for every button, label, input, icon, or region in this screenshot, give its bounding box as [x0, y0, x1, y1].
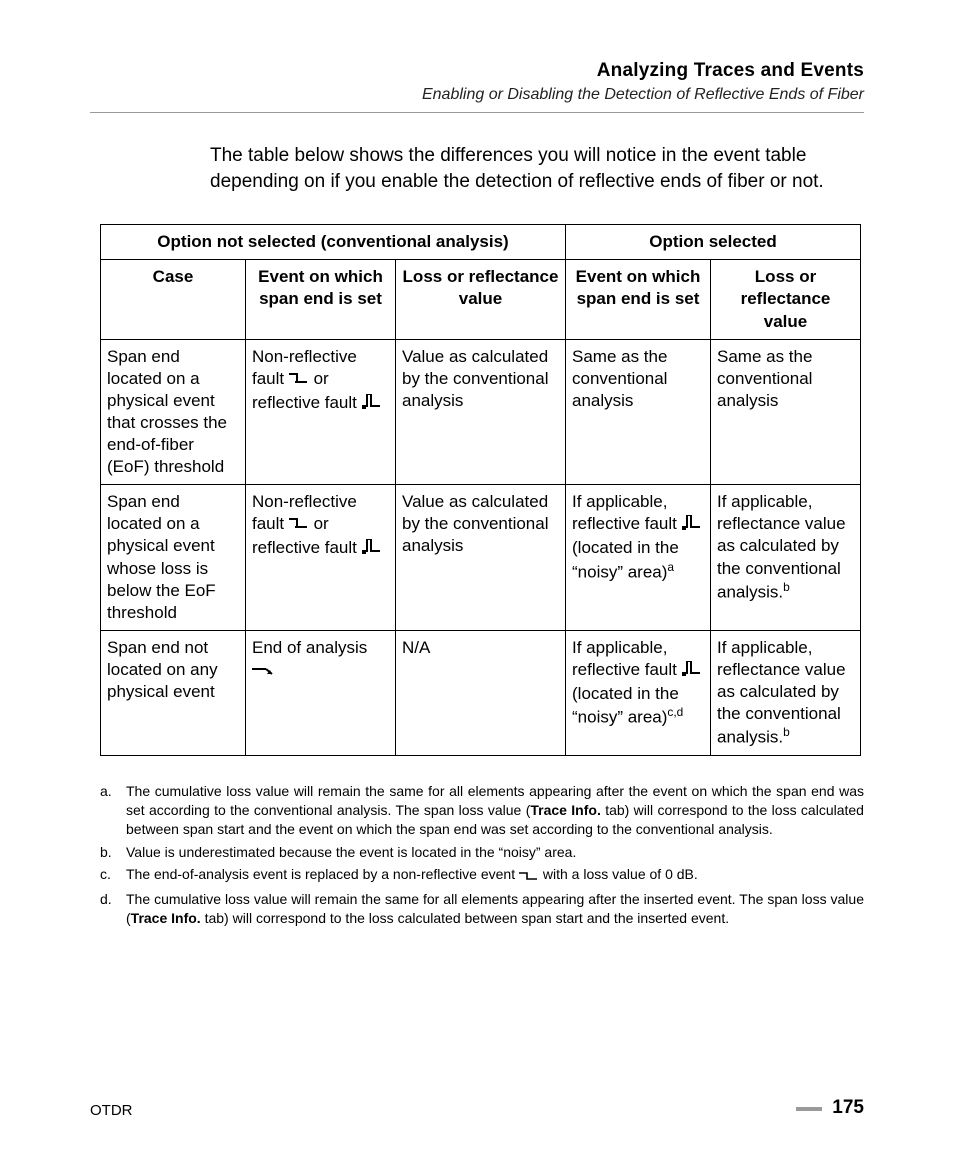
comparison-table: Option not selected (conventional analys…	[100, 224, 861, 756]
footer-bar-icon	[796, 1107, 822, 1111]
cell-case: Span end located on a physical event tha…	[101, 339, 246, 485]
footnote-a: a. The cumulative loss value will remain…	[100, 782, 864, 839]
col-header-event-right: Event on which span end is set	[566, 260, 711, 339]
cell-loss-left: Value as calculated by the conventional …	[396, 485, 566, 631]
reflective-fault-icon	[682, 661, 702, 683]
cell-event-right: If applicable, reflective fault (located…	[566, 485, 711, 631]
group-header-left: Option not selected (conventional analys…	[101, 225, 566, 260]
footnote-ref: a	[667, 560, 674, 574]
group-header-right: Option selected	[566, 225, 861, 260]
reflective-fault-icon	[682, 515, 702, 537]
footnote-b: b. Value is underestimated because the e…	[100, 843, 864, 862]
section-subtitle: Enabling or Disabling the Detection of R…	[90, 86, 864, 104]
end-of-analysis-icon	[252, 661, 274, 683]
footnotes: a. The cumulative loss value will remain…	[100, 782, 864, 928]
col-header-case: Case	[101, 260, 246, 339]
footnote-ref: b	[783, 580, 790, 594]
intro-paragraph: The table below shows the differences yo…	[210, 143, 864, 194]
footnote-d: d. The cumulative loss value will remain…	[100, 890, 864, 928]
footnote-c: c. The end-of-analysis event is replaced…	[100, 865, 864, 886]
page-header: Analyzing Traces and Events Enabling or …	[90, 60, 864, 104]
cell-event-left: Non-reflective fault or reflective fault	[246, 339, 396, 485]
cell-event-right: Same as the conventional analysis	[566, 339, 711, 485]
page-footer: OTDR 175	[90, 1097, 864, 1119]
cell-loss-right: If applicable, reflectance value as calc…	[711, 485, 861, 631]
table-row: Span end located on a physical event who…	[101, 485, 861, 631]
cell-loss-left: N/A	[396, 630, 566, 755]
cell-loss-right: Same as the conventional analysis	[711, 339, 861, 485]
cell-event-left: Non-reflective fault or reflective fault	[246, 485, 396, 631]
cell-case: Span end not located on any physical eve…	[101, 630, 246, 755]
table-row: Span end not located on any physical eve…	[101, 630, 861, 755]
footer-page: 175	[796, 1097, 864, 1119]
footer-product: OTDR	[90, 1102, 133, 1119]
non-reflective-fault-icon	[289, 515, 309, 537]
cell-loss-right: If applicable, reflectance value as calc…	[711, 630, 861, 755]
reflective-fault-icon	[362, 394, 382, 416]
footnote-ref: c,d	[667, 705, 683, 719]
cell-event-right: If applicable, reflective fault (located…	[566, 630, 711, 755]
non-reflective-fault-icon	[289, 370, 309, 392]
cell-case: Span end located on a physical event who…	[101, 485, 246, 631]
reflective-fault-icon	[362, 539, 382, 561]
cell-loss-left: Value as calculated by the conventional …	[396, 339, 566, 485]
non-reflective-event-icon	[519, 867, 539, 886]
col-header-loss-right: Loss or reflectance value	[711, 260, 861, 339]
footnote-ref: b	[783, 725, 790, 739]
table-row: Span end located on a physical event tha…	[101, 339, 861, 485]
header-rule	[90, 112, 864, 113]
col-header-loss-left: Loss or reflectance value	[396, 260, 566, 339]
col-header-event-left: Event on which span end is set	[246, 260, 396, 339]
cell-event-left: End of analysis	[246, 630, 396, 755]
section-title: Analyzing Traces and Events	[90, 60, 864, 82]
